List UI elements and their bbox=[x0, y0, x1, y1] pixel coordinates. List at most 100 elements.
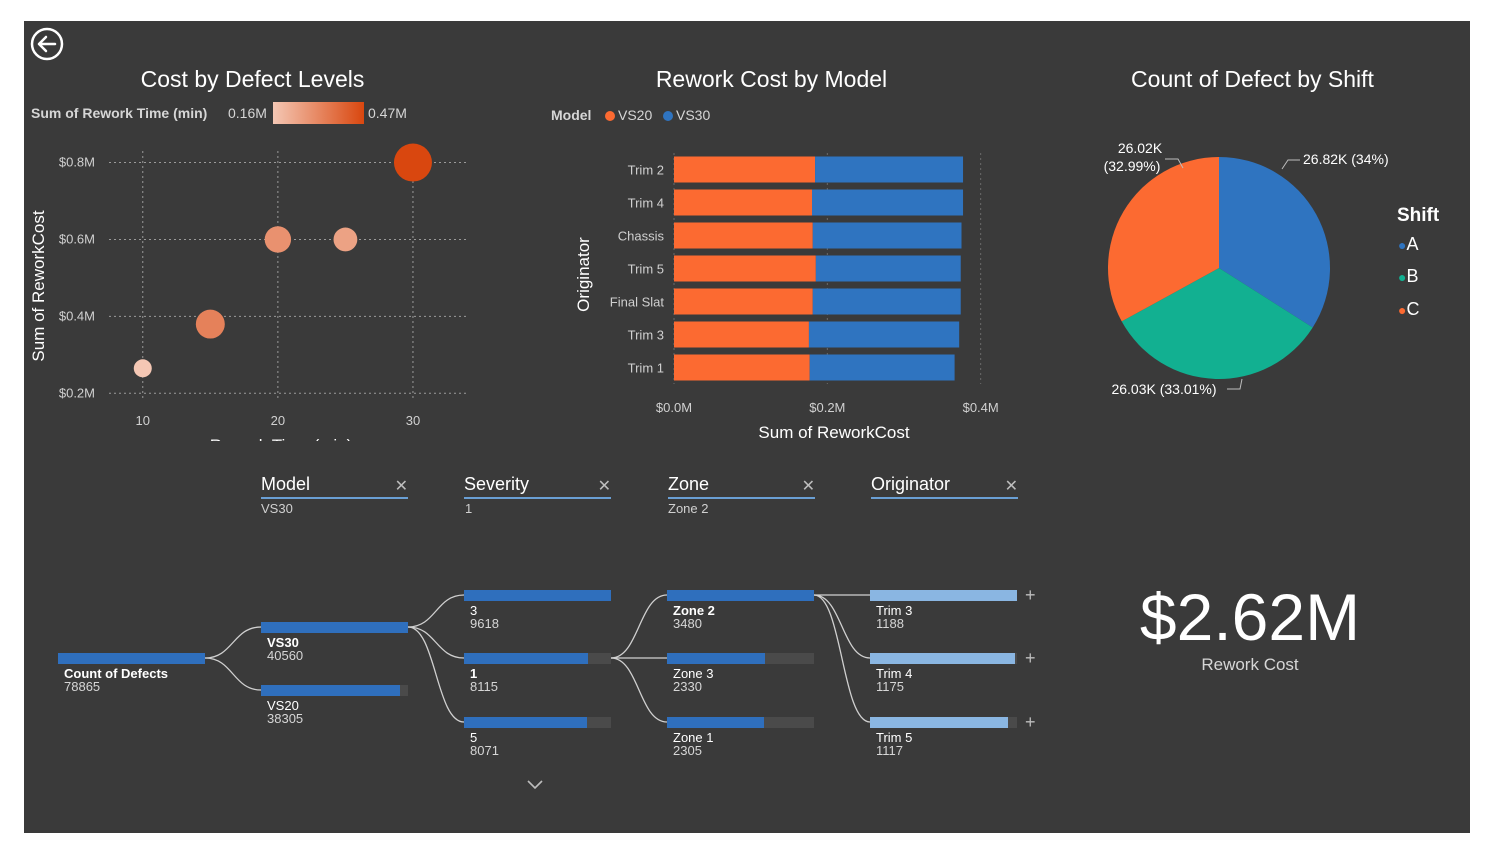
close-icon[interactable]: ✕ bbox=[1004, 478, 1018, 495]
tree-node-zone-1[interactable]: Zone 1 2305 bbox=[667, 717, 814, 758]
filter-model-label: Model bbox=[261, 474, 311, 494]
tree-node-trim-3[interactable]: Trim 3 1188 bbox=[870, 590, 1017, 631]
pie-slice-b bbox=[1121, 268, 1313, 379]
pie-legend-item-a[interactable]: ●A bbox=[1398, 234, 1418, 255]
filter-zone[interactable]: Zone ✕ bbox=[668, 474, 815, 499]
bar-category-label: Final Slat bbox=[610, 295, 665, 310]
tree-node-severity-1[interactable]: 1 8115 bbox=[464, 653, 611, 694]
bar-segment-vs20 bbox=[674, 321, 809, 348]
bar-legend-item-vs30[interactable]: VS30 bbox=[676, 107, 711, 123]
pie-legend-item-b[interactable]: ●B bbox=[1398, 266, 1418, 287]
bar-segment-vs20 bbox=[674, 255, 816, 282]
tree-bar-track bbox=[870, 653, 1017, 664]
pie-data-label-a: 26.82K (34%) bbox=[1303, 151, 1389, 167]
bar-x-axis-label: Sum of ReworkCost bbox=[758, 423, 909, 441]
connector-root-vs20 bbox=[204, 657, 262, 691]
pie-slice-a bbox=[1219, 157, 1330, 328]
tree-node-count: 8115 bbox=[470, 679, 498, 694]
chevron-down-icon[interactable] bbox=[525, 777, 545, 791]
filter-zone-label: Zone bbox=[668, 474, 710, 494]
pie-chart: 26.82K (34%) 26.02K (32.99%) 26.03K (33.01%… bbox=[1104, 140, 1389, 397]
pie-legend-item-c[interactable]: ●C bbox=[1398, 299, 1419, 320]
bar-segment-vs30 bbox=[815, 255, 961, 282]
tree-node-vs20[interactable]: VS20 38305 bbox=[261, 685, 408, 726]
pie-leader-line-b bbox=[1227, 378, 1243, 390]
close-icon[interactable]: ✕ bbox=[394, 478, 408, 495]
tree-node-trim-5[interactable]: Trim 5 1117 bbox=[870, 717, 1017, 758]
bar-chart: Trim 2 Trim 4 Chassis Trim 5 Final Slat Trim … bbox=[574, 153, 999, 441]
close-icon[interactable]: ✕ bbox=[597, 478, 611, 495]
scatter-y-tick-label: $0.4M bbox=[59, 308, 95, 323]
bar-category-label: Trim 1 bbox=[628, 361, 664, 376]
connector-root-vs30 bbox=[204, 626, 262, 659]
scatter-y-axis-label: Sum of ReworkCost bbox=[29, 210, 48, 361]
connector-1-zone1 bbox=[610, 657, 668, 723]
tree-node-zone-3[interactable]: Zone 3 2330 bbox=[667, 653, 814, 694]
tree-node-severity-3[interactable]: 3 9618 bbox=[464, 590, 611, 631]
tree-bar-fill bbox=[667, 653, 766, 664]
expand-plus-icon[interactable]: + bbox=[1025, 712, 1036, 732]
tree-node-count: 3480 bbox=[673, 616, 702, 631]
bar-category-label: Trim 2 bbox=[628, 163, 664, 178]
bar-legend-item-vs20[interactable]: VS20 bbox=[618, 107, 653, 123]
scatter-size-legend-label: Sum of Rework Time (min) bbox=[31, 105, 208, 121]
vs30-legend-dot-icon bbox=[663, 111, 673, 121]
scatter-y-tick-label: $0.2M bbox=[59, 385, 95, 400]
bar-segment-vs30 bbox=[809, 354, 955, 381]
bar-legend-title: Model bbox=[551, 107, 592, 123]
bar-x-tick-label: $0.4M bbox=[963, 400, 999, 415]
tree-node-zone-2[interactable]: Zone 2 3480 bbox=[667, 590, 814, 631]
pie-leader-line-c bbox=[1165, 158, 1184, 169]
bar-segment-vs20 bbox=[674, 354, 810, 381]
bar-x-tick-label: $0.2M bbox=[809, 400, 845, 415]
scatter-size-gradient bbox=[273, 102, 364, 124]
connector-zone2-trim5 bbox=[813, 594, 871, 723]
filter-model[interactable]: Model ✕ bbox=[261, 474, 408, 499]
scatter-y-tick-label: $0.8M bbox=[59, 155, 95, 170]
pie-legend-label-c: C bbox=[1406, 299, 1420, 319]
connector-1-zone2 bbox=[610, 594, 668, 659]
scatter-point bbox=[195, 309, 225, 339]
tree-node-severity-5[interactable]: 5 8071 bbox=[464, 717, 611, 758]
filter-originator[interactable]: Originator ✕ bbox=[871, 474, 1018, 499]
tree-node-count: 9618 bbox=[470, 616, 499, 631]
connector-vs30-3 bbox=[407, 594, 465, 628]
pie-title: Count of Defect by Shift bbox=[1131, 66, 1374, 92]
tree-node-root[interactable]: Count of Defects 78865 bbox=[58, 653, 205, 694]
tree-bar-track bbox=[261, 622, 408, 633]
bar-category-label: Trim 3 bbox=[628, 328, 664, 343]
scatter-size-legend-min: 0.16M bbox=[228, 105, 267, 121]
tree-bar-fill bbox=[464, 653, 589, 664]
expand-plus-icon[interactable]: + bbox=[1025, 585, 1036, 605]
scatter-point bbox=[333, 227, 358, 252]
tree-node-count: 8071 bbox=[470, 743, 499, 758]
close-icon[interactable]: ✕ bbox=[801, 478, 815, 495]
expand-plus-icon[interactable]: + bbox=[1025, 648, 1036, 668]
scatter-size-legend-max: 0.47M bbox=[368, 105, 407, 121]
bar-category-label: Chassis bbox=[618, 229, 665, 244]
tree-node-trim-4[interactable]: Trim 4 1175 bbox=[870, 653, 1017, 694]
tree-node-name: 5 bbox=[470, 730, 478, 745]
tree-node-name: Count of Defects bbox=[64, 666, 168, 681]
tree-node-vs30[interactable]: VS30 40560 bbox=[261, 622, 408, 663]
tree-bar-track bbox=[464, 653, 611, 664]
tree-bar-track bbox=[667, 590, 814, 601]
scatter-x-axis-label: Rework Time (min) bbox=[210, 436, 353, 441]
pie-legend-label-b: B bbox=[1406, 266, 1419, 286]
tree-node-name: VS20 bbox=[267, 698, 299, 713]
filter-severity-value: 1 bbox=[465, 501, 473, 516]
filter-severity[interactable]: Severity ✕ bbox=[464, 474, 611, 499]
pie-data-label-b: 26.03K (33.01%) bbox=[1111, 381, 1216, 397]
kpi-value: $2.62M bbox=[1139, 580, 1361, 654]
tree-bar-fill bbox=[667, 717, 765, 728]
scatter-chart: $0.2M $0.4M $0.6M $0.8M 10 20 30 Rework Time (m… bbox=[29, 143, 467, 441]
back-arrow-icon[interactable] bbox=[30, 27, 64, 61]
pie-data-label-c-value: 26.02K bbox=[1118, 140, 1163, 156]
tree-bar-track bbox=[870, 717, 1017, 728]
tree-bar-track bbox=[870, 590, 1017, 601]
tree-node-name: 3 bbox=[470, 603, 478, 618]
bar-segment-vs20 bbox=[674, 222, 813, 249]
tree-bar-track bbox=[667, 653, 814, 664]
tree-bar-track bbox=[464, 590, 611, 601]
scatter-point bbox=[393, 143, 432, 182]
